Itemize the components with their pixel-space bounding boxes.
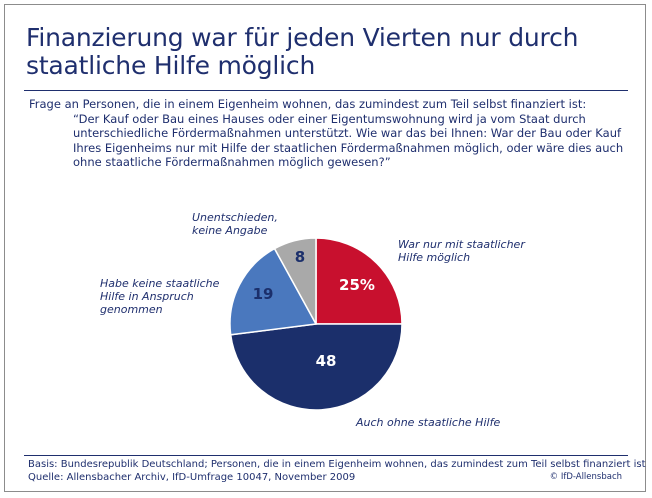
title-divider bbox=[24, 90, 628, 91]
pie-slice bbox=[315, 237, 403, 325]
slice-category-label: Unentschieden, keine Angabe bbox=[192, 211, 278, 237]
pie-slice bbox=[229, 323, 403, 411]
pie-labels: War nur mit staatlicher Hilfe möglich Auch… bbox=[100, 211, 526, 429]
pie-slice bbox=[273, 237, 317, 325]
survey-question: Frage an Personen, die in einem Eigenhei… bbox=[29, 97, 629, 170]
question-intro: Frage an Personen, die in einem Eigenhei… bbox=[29, 97, 587, 111]
slice-category-label: War nur mit staatlicher Hilfe möglich bbox=[398, 238, 526, 264]
question-text: “Der Kauf oder Bau eines Hauses oder ein… bbox=[73, 111, 624, 170]
slice-value-label: 19 bbox=[253, 285, 274, 303]
slice-value-label: 25% bbox=[339, 276, 375, 294]
pie-values: 25% 48 19 8 bbox=[253, 248, 375, 370]
slice-category-label: Auch ohne staatliche Hilfe bbox=[355, 416, 500, 429]
pie-slices bbox=[229, 237, 403, 411]
title-line-1: Finanzierung war für jeden Vierten nur d… bbox=[26, 23, 579, 52]
page-title: Finanzierung war für jeden Vierten nur d… bbox=[26, 24, 626, 80]
slice-value-label: 8 bbox=[295, 248, 305, 266]
slice-category-label: Habe keine staatliche Hilfe in Anspruch ge… bbox=[100, 277, 220, 316]
title-line-2: staatliche Hilfe möglich bbox=[26, 51, 316, 80]
pie-slice bbox=[229, 247, 318, 336]
footer-basis: Basis: Bundesrepublik Deutschland; Perso… bbox=[28, 459, 646, 470]
footer-source: Quelle: Allensbacher Archiv, IfD-Umfrage… bbox=[28, 472, 356, 483]
footer-divider bbox=[24, 455, 628, 456]
copyright-notice: © IfD-Allensbach bbox=[549, 472, 622, 482]
slice-value-label: 48 bbox=[316, 352, 337, 370]
figure-frame bbox=[4, 4, 646, 492]
